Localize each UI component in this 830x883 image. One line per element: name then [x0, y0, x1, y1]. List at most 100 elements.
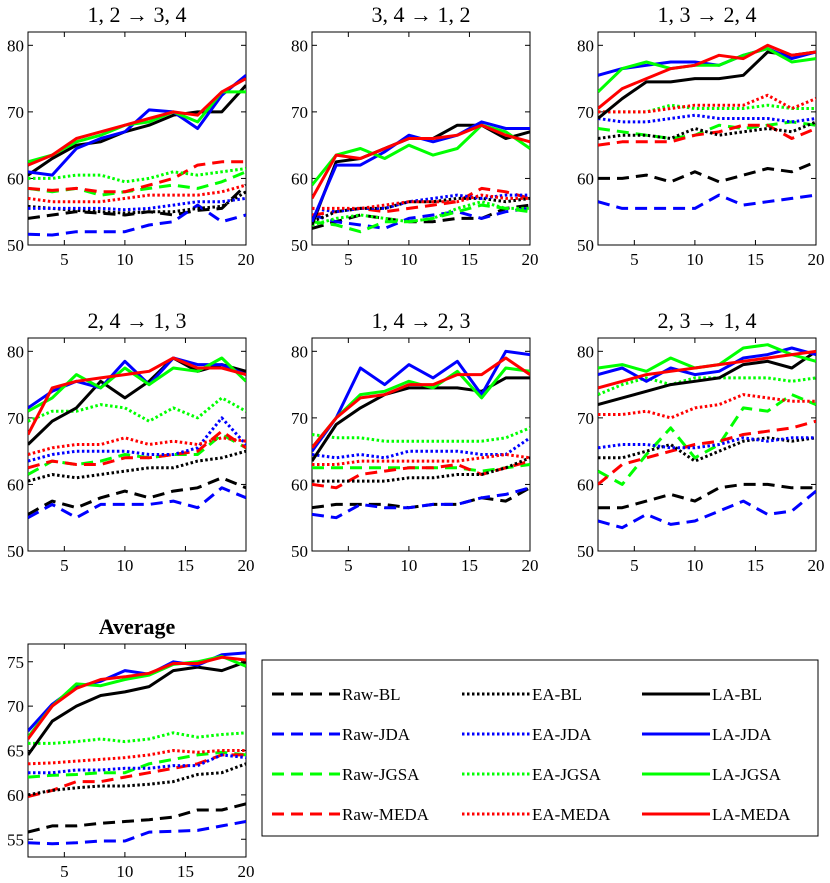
- series-line-ea-jda: [598, 113, 816, 124]
- series-line-ea-jgsa: [312, 200, 530, 227]
- subplot-3: 1, 3 → 2, 4 5 10 15 20 50 60 70 80: [577, 2, 825, 269]
- x-tick-label: 10: [116, 862, 133, 881]
- series-line-ea-bl: [28, 449, 246, 483]
- y-tick-label: 70: [291, 103, 308, 122]
- subplot-title: 1, 2 → 3, 4: [88, 2, 187, 27]
- y-tick-label: 60: [577, 475, 594, 494]
- legend-label: LA-JGSA: [712, 765, 782, 784]
- y-tick-label: 80: [291, 36, 308, 55]
- x-tick-label: 15: [747, 556, 764, 575]
- series-line-raw-jda: [598, 489, 816, 530]
- y-tick-label: 60: [7, 169, 24, 188]
- series-group: [598, 343, 816, 530]
- legend-item-raw-jda: Raw-JDA: [272, 725, 411, 744]
- x-tick-label: 5: [60, 250, 69, 269]
- legend-label: LA-JDA: [712, 725, 772, 744]
- subplot-title: 2, 3 → 1, 4: [658, 308, 757, 333]
- y-tick-label: 50: [7, 542, 24, 561]
- series-line-la-meda: [312, 356, 530, 449]
- y-tick-label: 70: [577, 103, 594, 122]
- series-line-raw-jda: [28, 203, 246, 237]
- series-line-raw-jgsa: [28, 433, 246, 476]
- x-tick-label: 5: [344, 250, 353, 269]
- y-tick-label: 75: [7, 653, 24, 672]
- series-line-la-meda: [28, 356, 246, 436]
- legend-item-raw-meda: Raw-MEDA: [272, 805, 430, 824]
- y-tick-label: 70: [7, 103, 24, 122]
- legend-item-raw-jgsa: Raw-JGSA: [272, 765, 420, 784]
- y-tick-label: 55: [7, 830, 24, 849]
- legend-item-la-jda: LA-JDA: [642, 725, 772, 744]
- y-tick-label: 60: [291, 475, 308, 494]
- y-tick-label: 65: [7, 742, 24, 761]
- legend-item-la-meda: LA-MEDA: [642, 805, 791, 824]
- x-tick-label: 10: [400, 250, 417, 269]
- series-line-ea-meda: [28, 436, 246, 456]
- series-line-raw-jda: [312, 486, 530, 520]
- x-tick-label: 10: [400, 556, 417, 575]
- series-line-la-jda: [312, 349, 530, 453]
- x-tick-label: 20: [808, 556, 825, 575]
- series-line-ea-jgsa: [28, 731, 246, 745]
- series-line-ea-bl: [28, 762, 246, 797]
- subplot-5: 1, 4 → 2, 3 5 10 15 20 50 60 70 80: [291, 308, 539, 575]
- x-tick-label: 15: [177, 556, 194, 575]
- x-tick-label: 10: [686, 556, 703, 575]
- subplot-title: Average: [99, 614, 176, 639]
- y-tick-label: 80: [291, 342, 308, 361]
- series-line-ea-jda: [312, 436, 530, 460]
- axes-frame: [597, 337, 817, 552]
- series-group: [28, 651, 246, 846]
- legend: Raw-BL EA-BL LA-BL Raw-JDA EA-JDA LA-JDA Raw-J…: [261, 659, 819, 837]
- subplot-title: 2, 4 → 1, 3: [88, 308, 187, 333]
- y-tick-label: 60: [7, 475, 24, 494]
- y-tick-label: 70: [291, 409, 308, 428]
- x-tick-label: 20: [238, 556, 255, 575]
- series-line-ea-meda: [28, 183, 246, 204]
- series-line-la-jda: [598, 346, 816, 383]
- series-line-la-meda: [598, 349, 816, 390]
- x-tick-label: 20: [808, 250, 825, 269]
- series-group: [598, 43, 816, 210]
- x-tick-label: 20: [522, 556, 539, 575]
- series-line-la-meda: [598, 43, 816, 110]
- y-tick-label: 60: [7, 786, 24, 805]
- x-tick-label: 15: [177, 250, 194, 269]
- legend-item-la-jgsa: LA-JGSA: [642, 765, 782, 784]
- x-tick-label: 5: [344, 556, 353, 575]
- x-tick-label: 20: [238, 250, 255, 269]
- series-line-ea-jda: [28, 196, 246, 212]
- series-line-ea-jgsa: [312, 426, 530, 443]
- x-tick-label: 15: [747, 250, 764, 269]
- legend-item-la-bl: LA-BL: [642, 685, 762, 704]
- legend-label: EA-JDA: [532, 725, 592, 744]
- x-tick-label: 15: [461, 556, 478, 575]
- axes-frame: [27, 31, 247, 246]
- legend-label: Raw-BL: [342, 685, 401, 704]
- series-line-ea-meda: [598, 93, 816, 114]
- axes-frame: [27, 337, 247, 552]
- x-tick-label: 15: [461, 250, 478, 269]
- legend-label: Raw-MEDA: [342, 805, 430, 824]
- y-tick-label: 70: [7, 697, 24, 716]
- series-line-ea-jda: [598, 436, 816, 450]
- series-line-raw-meda: [598, 419, 816, 486]
- legend-label: Raw-JGSA: [342, 765, 420, 784]
- series-line-raw-jgsa: [312, 463, 530, 473]
- x-tick-label: 15: [177, 862, 194, 881]
- x-tick-label: 5: [630, 250, 639, 269]
- y-tick-label: 50: [7, 236, 24, 255]
- legend-label: EA-BL: [532, 685, 582, 704]
- y-tick-label: 60: [291, 169, 308, 188]
- subplot-title: 1, 3 → 2, 4: [658, 2, 757, 27]
- series-group: [312, 349, 530, 520]
- y-tick-label: 50: [291, 542, 308, 561]
- series-line-la-bl: [28, 660, 246, 756]
- series-group: [312, 120, 530, 234]
- subplot-1: 1, 2 → 3, 4 5 10 15 20 50 60 70 80: [7, 2, 255, 269]
- x-tick-label: 20: [238, 862, 255, 881]
- series-line-ea-jgsa: [598, 376, 816, 396]
- subplot-title: 3, 4 → 1, 2: [372, 2, 471, 27]
- axes-frame: [27, 643, 247, 858]
